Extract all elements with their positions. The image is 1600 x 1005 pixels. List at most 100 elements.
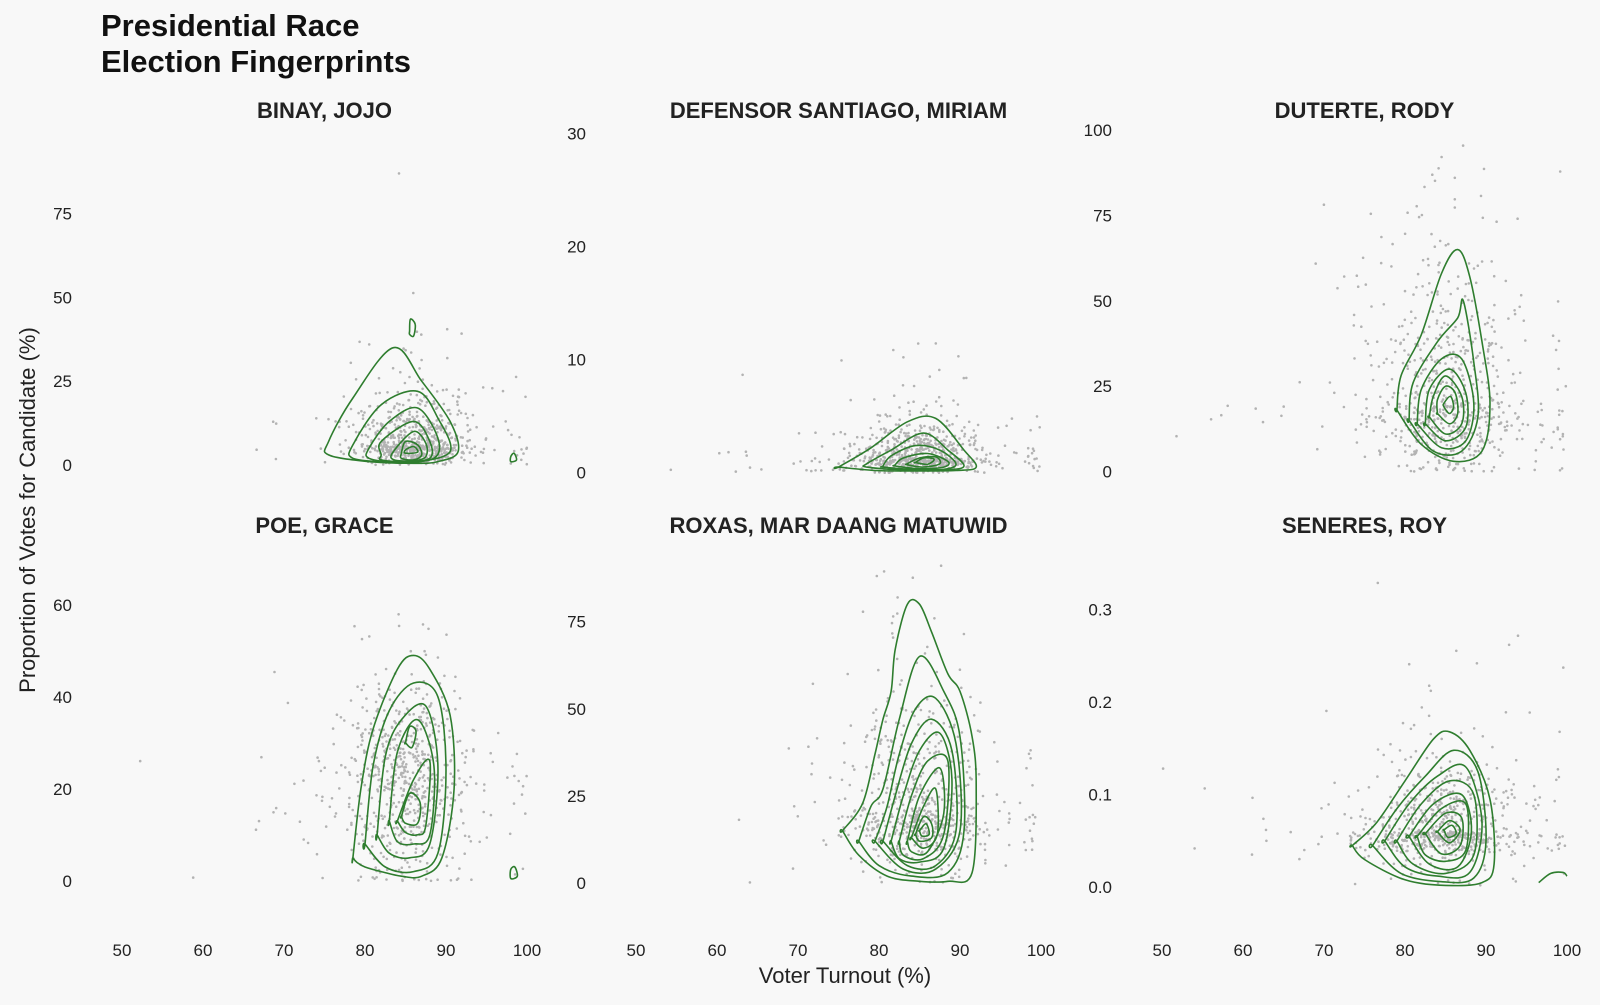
data-point [1495,844,1498,847]
data-point [435,427,439,431]
data-point [1493,303,1496,307]
data-point [1450,383,1454,387]
data-point [855,435,859,439]
data-point [1438,361,1442,365]
data-point [428,822,431,826]
data-point [441,447,445,450]
data-point [1463,435,1467,439]
data-point [463,780,466,784]
data-point [420,429,424,432]
data-point [899,430,902,434]
data-point [934,342,938,345]
density-contour [1538,871,1568,884]
data-point [433,446,437,450]
data-point [807,745,810,748]
data-point [388,688,391,691]
data-point [360,743,363,747]
data-point [1477,832,1480,835]
data-point [863,456,867,460]
data-point [865,765,868,769]
data-point [1507,317,1510,320]
data-point [787,747,791,750]
data-point [1522,840,1525,843]
data-point [1448,463,1451,467]
data-point [413,877,416,881]
data-point [849,857,853,860]
data-point [1379,395,1382,399]
data-point [913,438,916,441]
data-point [445,855,448,859]
data-point [474,782,478,785]
data-point [1413,359,1416,362]
data-point [1416,375,1420,378]
data-point [920,795,924,799]
data-point [1364,339,1367,343]
data-point [429,704,432,707]
data-point [423,446,426,450]
data-point [354,430,358,434]
data-point [1376,581,1380,585]
density-contour [1406,298,1480,456]
data-point [843,761,846,764]
data-point [1514,412,1517,415]
data-point [959,857,963,861]
data-point [1382,862,1385,865]
data-point [408,436,411,439]
data-point [934,802,937,806]
data-point [1421,812,1424,815]
data-point [379,851,383,855]
data-point [321,876,324,880]
data-point [1448,760,1452,763]
data-point [884,734,887,738]
data-point [386,778,389,782]
data-point [926,831,929,834]
data-point [1555,833,1558,836]
data-point [1479,431,1482,435]
data-point [412,731,416,735]
data-point [926,645,929,649]
y-tick-label: 25 [53,372,72,391]
data-point [471,728,475,732]
data-point [1550,446,1553,449]
data-point [428,721,432,724]
data-point [442,402,446,406]
data-point [403,381,407,385]
data-point [397,834,401,837]
data-point [1504,279,1508,283]
data-point [937,750,941,753]
data-point [910,807,914,810]
data-point [381,745,385,748]
data-point [431,716,435,720]
data-point [1491,745,1494,749]
data-point [1365,425,1368,429]
data-point [403,769,407,773]
data-point [514,375,518,379]
data-point [1398,827,1401,831]
data-point [431,746,435,749]
data-point [521,867,525,871]
data-point [417,763,420,767]
data-point [1437,838,1440,842]
data-point [886,441,890,445]
data-point [442,442,446,445]
data-point [901,847,905,850]
data-point [1430,831,1434,835]
data-point [411,415,414,419]
data-point [1430,854,1434,858]
data-point [1403,839,1406,842]
data-point [1316,447,1319,451]
data-point [1524,339,1527,342]
data-point [317,759,321,763]
data-point [421,806,424,810]
data-point [347,805,351,809]
data-point [863,740,867,743]
data-point [1429,355,1433,359]
data-point [1369,212,1373,216]
data-point [1250,853,1254,856]
data-point [449,879,453,882]
data-point [1452,832,1455,836]
data-point [1407,353,1410,357]
data-point [302,838,306,841]
data-point [1445,788,1448,792]
data-point [934,814,937,818]
